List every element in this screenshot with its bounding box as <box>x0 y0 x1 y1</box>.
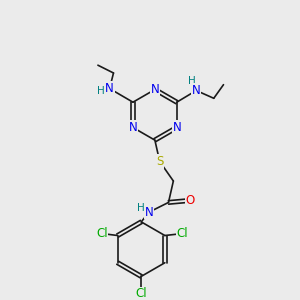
Text: N: N <box>129 121 137 134</box>
Text: H: H <box>137 203 145 213</box>
Text: Cl: Cl <box>135 287 147 300</box>
Text: N: N <box>145 206 153 219</box>
Text: N: N <box>105 82 114 95</box>
Text: N: N <box>172 121 181 134</box>
Text: N: N <box>192 84 201 97</box>
Text: O: O <box>185 194 194 207</box>
Text: Cl: Cl <box>96 227 108 240</box>
Text: N: N <box>151 83 159 96</box>
Text: H: H <box>188 76 196 86</box>
Text: H: H <box>97 86 105 97</box>
Text: Cl: Cl <box>176 227 188 240</box>
Text: S: S <box>156 155 164 168</box>
